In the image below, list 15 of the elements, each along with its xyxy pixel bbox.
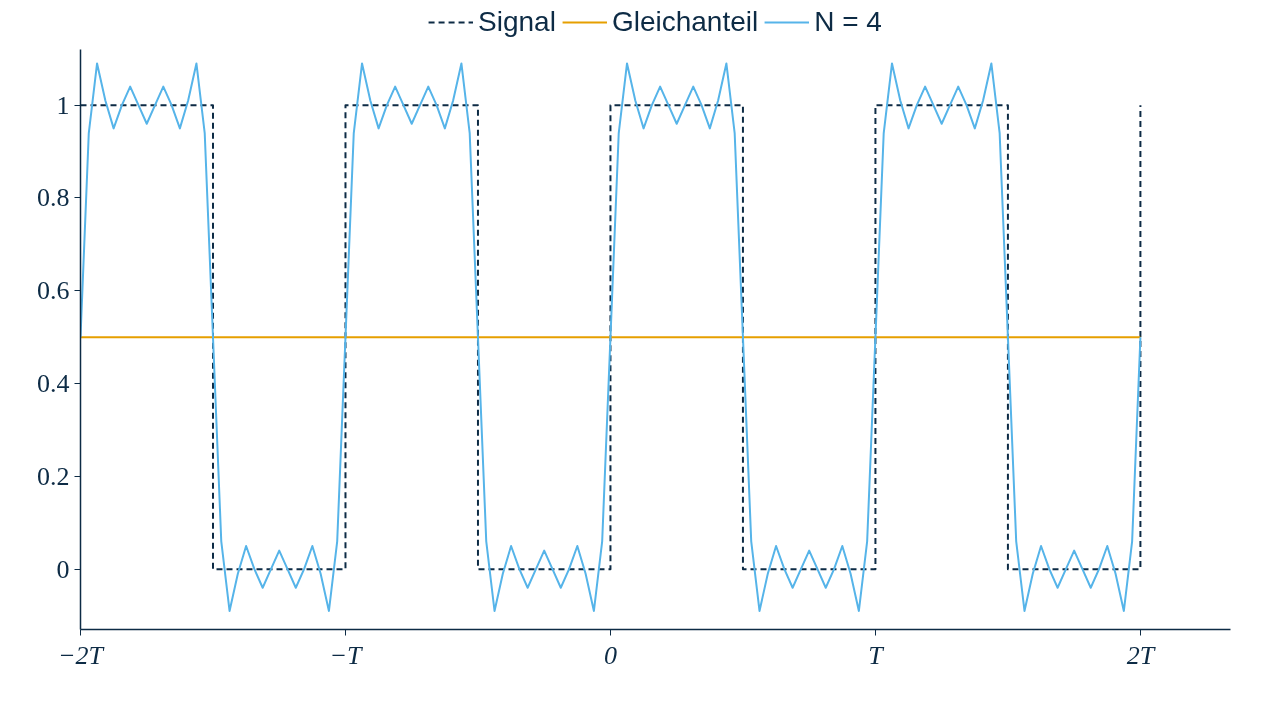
x-tick-label: −2T: [58, 640, 105, 670]
legend-label: N = 4: [814, 6, 882, 38]
y-tick-label: 0: [56, 554, 70, 584]
y-tick-label: 0.8: [37, 183, 70, 213]
line-series: [80, 62, 1142, 612]
x-tick-label: T: [868, 640, 885, 670]
x-tick-label: −T: [329, 640, 364, 670]
y-tick-label: 1: [56, 90, 70, 120]
legend-label: Signal: [478, 6, 556, 38]
y-tick-label: 0.2: [37, 461, 70, 491]
legend-label: Gleichanteil: [611, 6, 759, 38]
x-tick-label: 0: [603, 640, 617, 670]
x-tick-label: 2T: [1126, 640, 1156, 670]
y-tick-label: 0.6: [37, 276, 70, 306]
y-tick-label: 0.4: [37, 369, 70, 399]
